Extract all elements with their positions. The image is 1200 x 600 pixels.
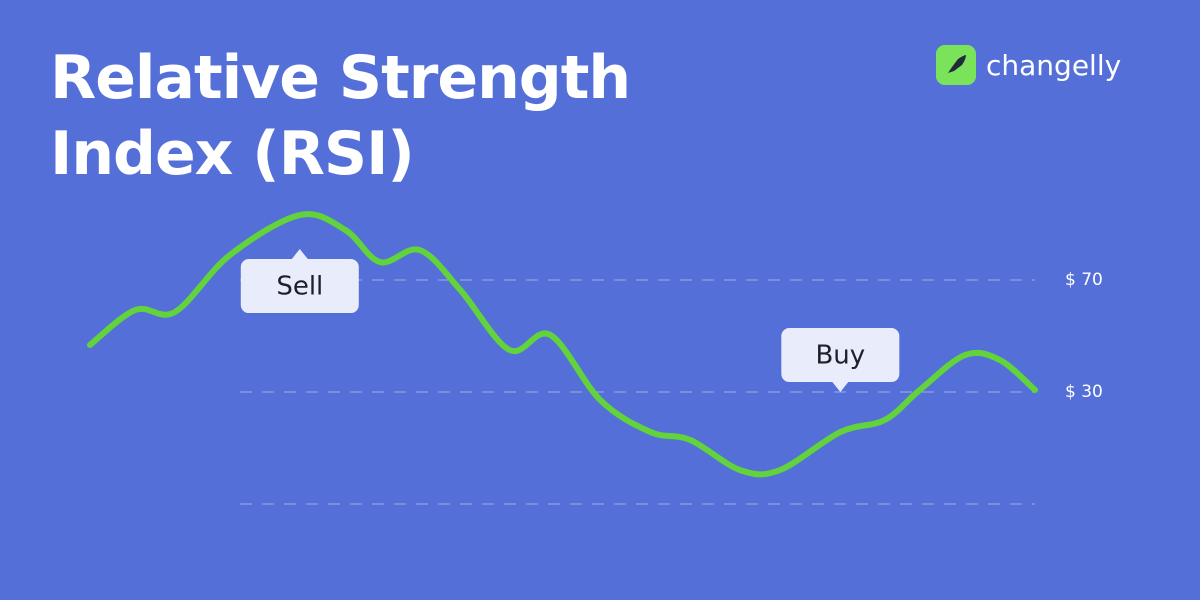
annotation-box (240, 259, 359, 314)
annotation: Sell (240, 249, 359, 314)
logo-text: changelly (986, 48, 1122, 82)
annotation-box (781, 328, 900, 383)
annotation-pointer (291, 249, 308, 260)
annotation-label: Buy (815, 341, 865, 371)
annotation-label: Sell (276, 272, 323, 302)
annotation: Buy (781, 328, 900, 393)
logo-icon (936, 45, 976, 85)
logo: changelly (936, 45, 1121, 85)
rsi-line (87, 211, 1038, 478)
y-tick-label: $ 30 (1065, 382, 1103, 402)
annotation-pointer (832, 382, 849, 393)
chart-title: Relative Strength Index (RSI) (50, 43, 631, 189)
y-tick-label: $ 70 (1065, 270, 1103, 290)
